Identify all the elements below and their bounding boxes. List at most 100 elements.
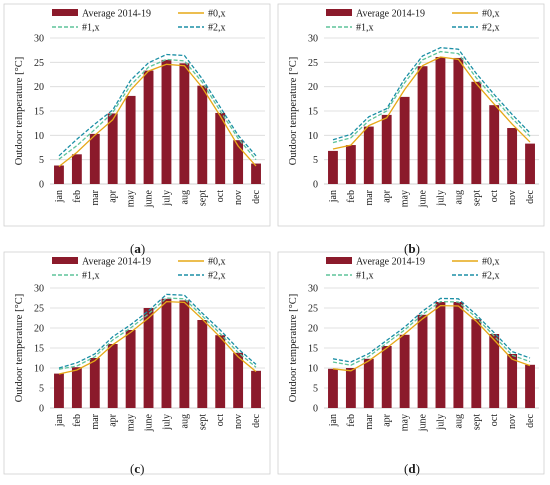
y-tick-label: 20 [308, 82, 318, 93]
x-tick-label: nov [233, 414, 244, 429]
bar-jan [54, 373, 64, 408]
legend-label: #2,x [208, 23, 226, 34]
bar-june [417, 314, 428, 408]
x-tick-label: may [126, 414, 137, 431]
x-tick-label: jan [328, 190, 339, 203]
y-axis-title: Outdoor temperature [°C] [288, 57, 299, 166]
series-line-0x [332, 56, 531, 150]
legend-swatch [52, 257, 78, 264]
y-tick-label: 10 [34, 131, 44, 142]
x-tick-label: apr [382, 413, 393, 426]
series-line-0x [58, 63, 257, 168]
y-tick-label: 20 [34, 82, 44, 93]
x-tick-label: apr [108, 413, 119, 426]
bar-july [161, 59, 172, 184]
bar-aug [179, 300, 190, 408]
y-tick-label: 30 [34, 284, 44, 295]
bar-july [435, 56, 446, 185]
legend-swatch [326, 257, 352, 264]
y-axis-title: Outdoor temperature [°C] [288, 294, 299, 403]
legend-label: #0,x [208, 9, 226, 20]
bar-july [161, 298, 172, 408]
y-tick-label: 30 [308, 284, 318, 295]
x-tick-label: sept [471, 414, 482, 430]
x-tick-label: aug [453, 414, 464, 428]
bar-dec [525, 364, 535, 408]
x-tick-label: feb [72, 190, 83, 203]
x-tick-label: july [435, 190, 446, 207]
bar-sept [471, 319, 482, 408]
x-tick-label: may [400, 414, 411, 431]
bar-may [125, 95, 136, 184]
y-tick-label: 15 [34, 107, 44, 118]
legend-label: #1,x [356, 271, 374, 282]
x-tick-label: nov [507, 414, 518, 429]
x-tick-label: dec [525, 189, 536, 203]
chart-panel-b: 0 5 10 15 20 25 30 Outdoor temperature [°C] jan f… [277, 3, 545, 227]
chart-panel-c: 0 5 10 15 20 25 30 Outdoor temperature [°C] jan f… [3, 251, 271, 475]
bar-mar [363, 358, 374, 408]
bar-may [125, 330, 136, 408]
y-tick-label: 30 [34, 34, 44, 45]
panel-frame [3, 3, 271, 227]
x-tick-label: mar [90, 413, 101, 429]
x-tick-label: june [144, 189, 155, 208]
x-tick-label: dec [525, 413, 536, 427]
bar-jan [328, 368, 338, 408]
caption-d: (d) [404, 461, 420, 476]
legend-label: Average 2014-19 [356, 257, 425, 268]
y-tick-label: 10 [308, 131, 318, 142]
bar-june [143, 308, 154, 408]
legend: Average 2014-19 #0,x #1,x #2,x [326, 9, 500, 34]
bar-aug [453, 302, 464, 408]
chart-panel-a: 0 5 10 15 20 25 30 Outdoor temperature [°C] jan f… [3, 3, 271, 227]
x-tick-label: nov [507, 190, 518, 205]
series-line-2x [332, 47, 531, 141]
y-tick-label: 15 [308, 344, 318, 355]
bar-jan [54, 165, 64, 184]
series-line-2x [58, 293, 257, 369]
bar-feb [71, 154, 82, 184]
x-tick-label: dec [251, 189, 262, 203]
bar-oct [489, 105, 500, 184]
series-line-1x [58, 58, 257, 161]
y-tick-label: 30 [308, 34, 318, 45]
bar-mar [89, 358, 100, 408]
bar-feb [345, 368, 356, 408]
bar-apr [381, 114, 392, 184]
legend-label: Average 2014-19 [82, 9, 151, 20]
y-tick-label: 5 [39, 384, 44, 395]
y-tick-label: 15 [34, 344, 44, 355]
x-tick-label: may [126, 190, 137, 207]
legend-label: #2,x [482, 271, 500, 282]
y-tick-label: 5 [313, 384, 318, 395]
legend-label: #0,x [482, 9, 500, 20]
bar-oct [215, 112, 226, 184]
x-tick-label: feb [346, 190, 357, 203]
legend-swatch [326, 9, 352, 16]
x-tick-label: oct [489, 414, 500, 426]
x-tick-label: mar [364, 189, 375, 205]
legend-label: #0,x [208, 257, 226, 268]
legend-label: Average 2014-19 [356, 9, 425, 20]
bar-nov [507, 128, 518, 184]
y-tick-label: 10 [308, 364, 318, 375]
legend-label: #2,x [208, 271, 226, 282]
bar-dec [251, 163, 261, 184]
chart-panel-d: 0 5 10 15 20 25 30 Outdoor temperature [°C] jan f… [277, 251, 545, 475]
x-tick-label: june [144, 413, 155, 432]
x-tick-label: aug [179, 414, 190, 428]
x-tick-label: aug [179, 190, 190, 204]
y-tick-label: 15 [308, 107, 318, 118]
legend: Average 2014-19 #0,x #1,x #2,x [52, 257, 226, 282]
bar-mar [363, 126, 374, 184]
bar-dec [251, 370, 261, 408]
y-tick-label: 0 [39, 404, 44, 415]
panel-frame [277, 251, 545, 475]
bar-apr [107, 113, 118, 184]
x-tick-label: oct [215, 414, 226, 426]
bar-oct [215, 335, 226, 408]
x-tick-label: july [435, 414, 446, 431]
legend-label: #0,x [482, 257, 500, 268]
